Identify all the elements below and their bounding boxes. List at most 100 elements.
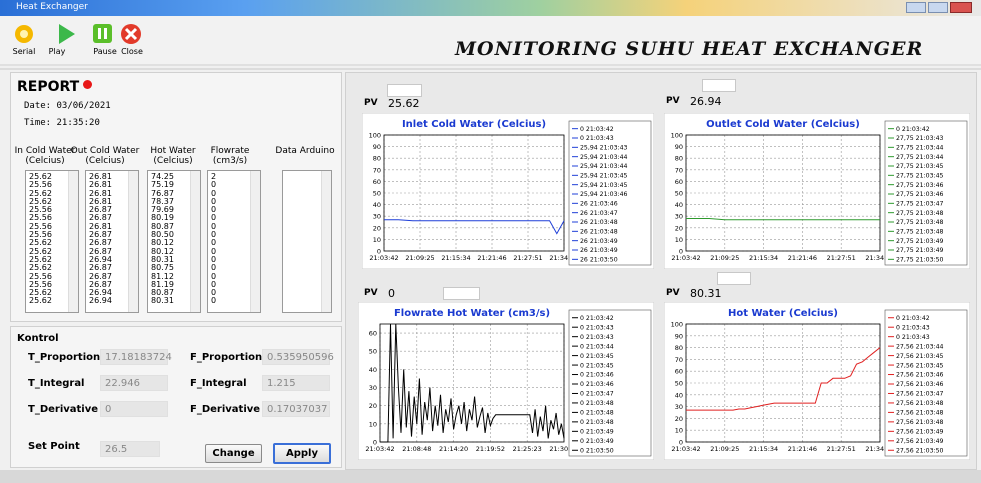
list-item[interactable]: 26.87 (89, 230, 112, 240)
list-item[interactable]: 26.87 (89, 263, 112, 273)
list-item[interactable]: 25.62 (29, 238, 52, 248)
field-value[interactable]: 0.535950596 (262, 349, 334, 365)
list-item[interactable]: 0 (211, 213, 217, 223)
list-item[interactable]: 25.56 (29, 213, 52, 223)
list-item[interactable]: 0 (211, 230, 217, 240)
list-item[interactable]: 25.62 (29, 254, 52, 264)
input-box[interactable] (717, 272, 751, 285)
apply-button[interactable]: Apply (273, 443, 331, 464)
list-item[interactable]: 26.87 (89, 238, 112, 248)
list-item[interactable]: 80.12 (151, 238, 174, 248)
serial-icon[interactable] (15, 25, 33, 43)
listbox[interactable]: 25.62 25.56 25.62 25.62 25.56 25.56 25.56 25.56… (25, 170, 79, 313)
list-item[interactable]: 79.69 (151, 205, 174, 215)
listbox[interactable]: 74.25 75.19 76.87 78.37 79.69 80.19 80.87 80.50… (147, 170, 201, 313)
list-item[interactable]: 26.81 (89, 196, 112, 206)
list-item[interactable]: 81.19 (151, 279, 174, 289)
listbox[interactable] (282, 170, 332, 313)
field-value[interactable]: 17.18183724 (100, 349, 172, 365)
list-item[interactable]: 0 (211, 296, 217, 306)
list-item[interactable]: 26.81 (89, 188, 112, 198)
close-icon[interactable] (121, 24, 141, 44)
input-box[interactable] (702, 79, 736, 92)
list-item[interactable]: 0 (211, 246, 217, 256)
list-item[interactable]: 26.87 (89, 205, 112, 215)
list-item[interactable]: 25.62 (29, 246, 52, 256)
list-item[interactable]: 25.56 (29, 205, 52, 215)
listbox[interactable]: 26.81 26.81 26.81 26.81 26.87 26.87 26.81 26.87… (85, 170, 139, 313)
list-item[interactable]: 0 (211, 205, 217, 215)
scrollbar[interactable] (190, 171, 200, 312)
list-item[interactable]: 0 (211, 180, 217, 190)
list-item[interactable]: 25.62 (29, 196, 52, 206)
list-item[interactable]: 80.31 (151, 296, 174, 306)
list-item[interactable]: 0 (211, 279, 217, 289)
list-item[interactable]: 75.19 (151, 180, 174, 190)
list-item[interactable]: 25.56 (29, 271, 52, 281)
list-item[interactable]: 25.62 (29, 288, 52, 298)
list-item[interactable]: 26.81 (89, 180, 112, 190)
list-item[interactable]: 25.56 (29, 279, 52, 289)
list-item[interactable]: 25.62 (29, 296, 52, 306)
list-item[interactable]: 80.31 (151, 254, 174, 264)
scrollbar[interactable] (250, 171, 260, 312)
close-window-button[interactable] (950, 2, 972, 13)
list-item[interactable]: 0 (211, 238, 217, 248)
toolbar-label[interactable]: Serial (12, 47, 36, 56)
list-item[interactable]: 80.19 (151, 213, 174, 223)
scrollbar[interactable] (128, 171, 138, 312)
input-box[interactable] (443, 287, 480, 300)
data-line (380, 323, 565, 443)
list-item[interactable]: 80.50 (151, 230, 174, 240)
list-item[interactable]: 25.62 (29, 263, 52, 273)
list-item[interactable]: 81.12 (151, 271, 174, 281)
play-icon[interactable] (59, 24, 75, 44)
maximize-button[interactable] (928, 2, 948, 13)
toolbar-label[interactable]: Pause (93, 47, 117, 56)
list-item[interactable]: 0 (211, 188, 217, 198)
change-button[interactable]: Change (205, 444, 262, 463)
list-item[interactable]: 26.87 (89, 246, 112, 256)
list-item[interactable]: 0 (211, 221, 217, 231)
field-value[interactable]: 0 (100, 401, 168, 417)
toolbar-label[interactable]: Close (121, 47, 143, 56)
list-item[interactable]: 76.87 (151, 188, 174, 198)
list-item[interactable]: 26.87 (89, 279, 112, 289)
list-item[interactable]: 25.62 (29, 188, 52, 198)
list-item[interactable]: 26.81 (89, 172, 112, 181)
field-value[interactable]: 22.946 (100, 375, 168, 391)
field-value[interactable]: 0.17037037 (262, 401, 330, 417)
input-box[interactable] (387, 84, 422, 97)
pause-icon[interactable] (93, 24, 112, 43)
minimize-button[interactable] (906, 2, 926, 13)
list-item[interactable]: 80.12 (151, 246, 174, 256)
list-item[interactable]: 26.81 (89, 221, 112, 231)
list-item[interactable]: 0 (211, 288, 217, 298)
list-item[interactable]: 25.56 (29, 180, 52, 190)
list-item[interactable]: 2 (211, 172, 217, 181)
list-item[interactable]: 0 (211, 271, 217, 281)
list-item[interactable]: 26.94 (89, 288, 112, 298)
list-item[interactable]: 0 (211, 263, 217, 273)
legend-entry: 25,94 21:03:44 (580, 163, 628, 170)
list-item[interactable]: 78.37 (151, 196, 174, 206)
set-point-value[interactable]: 26.5 (100, 441, 160, 457)
list-item[interactable]: 26.94 (89, 254, 112, 264)
list-item[interactable]: 25.62 (29, 172, 52, 181)
list-item[interactable]: 26.94 (89, 296, 112, 306)
list-item[interactable]: 25.56 (29, 221, 52, 231)
list-item[interactable]: 26.87 (89, 213, 112, 223)
list-item[interactable]: 74.25 (151, 172, 174, 181)
toolbar-label[interactable]: Play (48, 47, 66, 56)
list-item[interactable]: 25.56 (29, 230, 52, 240)
list-item[interactable]: 0 (211, 196, 217, 206)
scrollbar[interactable] (68, 171, 78, 312)
field-value[interactable]: 1.215 (262, 375, 330, 391)
list-item[interactable]: 0 (211, 254, 217, 264)
scrollbar[interactable] (321, 171, 331, 312)
list-item[interactable]: 80.87 (151, 288, 174, 298)
list-item[interactable]: 80.75 (151, 263, 174, 273)
list-item[interactable]: 26.87 (89, 271, 112, 281)
list-item[interactable]: 80.87 (151, 221, 174, 231)
